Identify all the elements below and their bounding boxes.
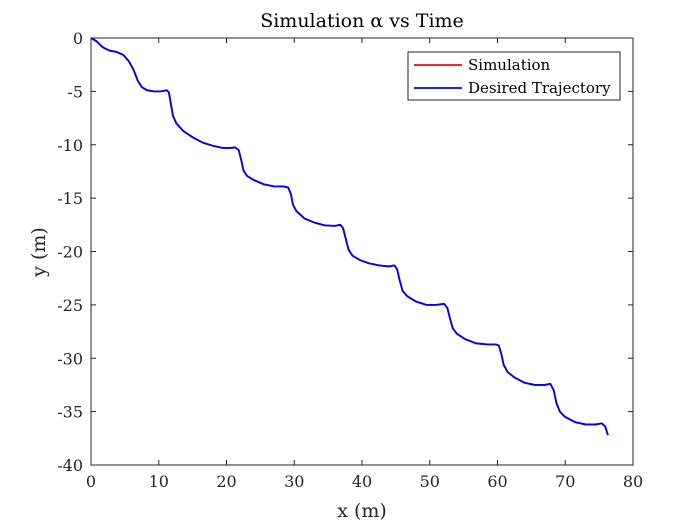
x-axis-label: x (m) [337,500,387,522]
x-tick-label: 80 [623,472,643,491]
x-tick-label: 30 [284,472,304,491]
x-tick-label: 60 [487,472,507,491]
series-layer [90,37,609,436]
chart-title: Simulation α vs Time [260,10,464,32]
y-axis-label: y (m) [28,227,50,278]
x-tick-label: 70 [555,472,575,491]
y-tick-label: -15 [57,189,83,208]
x-tick-label: 0 [86,472,96,491]
y-tick-label: -25 [57,296,83,315]
y-tick-label: -40 [57,456,83,475]
x-tick-label: 40 [352,472,372,491]
legend-label-simulation: Simulation [468,56,551,74]
y-tick-label: -20 [57,243,83,262]
y-tick-label: -10 [57,136,83,155]
legend-label-desired-trajectory: Desired Trajectory [468,79,611,97]
y-tick-label: -5 [67,82,83,101]
x-tick-label: 50 [420,472,440,491]
y-axis: 0 -5 -10 -15 -20 -25 -30 -35 -40 [57,29,633,475]
y-tick-label: -30 [57,349,83,368]
plot-area [90,37,634,466]
legend-box [407,51,621,101]
x-tick-label: 20 [216,472,236,491]
y-tick-label: 0 [73,29,83,48]
series-line-desired-trajectory [90,37,609,436]
legend: Simulation Desired Trajectory [407,51,621,101]
y-tick-label: -35 [57,403,83,422]
x-axis: 0 10 20 30 40 50 60 70 80 [86,38,643,491]
x-tick-label: 10 [149,472,169,491]
